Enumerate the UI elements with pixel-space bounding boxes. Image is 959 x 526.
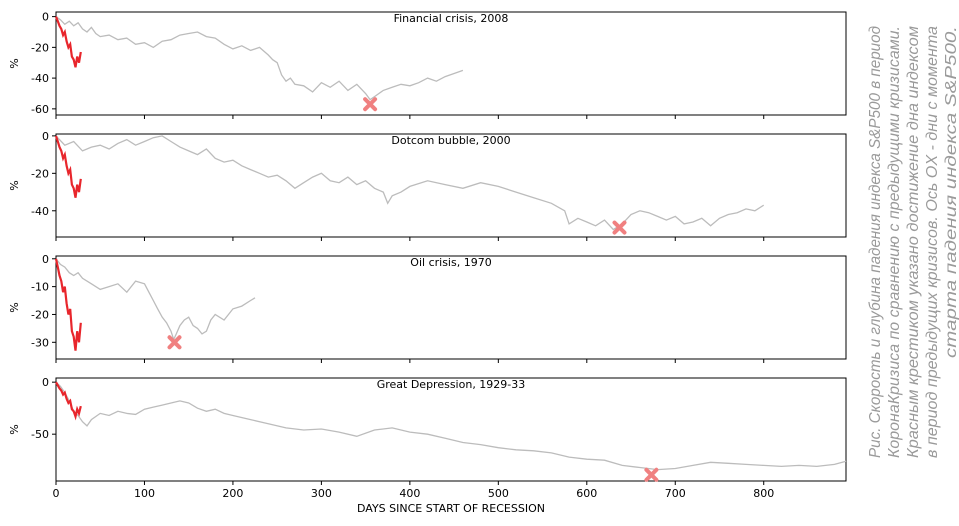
- x-tick-label: 600: [576, 487, 597, 500]
- bottom-marker: [363, 97, 378, 112]
- y-tick-label: -50: [31, 428, 49, 441]
- y-tick-label: -20: [31, 167, 49, 180]
- y-tick-label: -10: [31, 281, 49, 294]
- past-crisis-line: [55, 381, 847, 471]
- panel: 0 -20 -40 -60% Financial crisis, 2008: [8, 11, 847, 119]
- x-tick-label: 800: [753, 487, 774, 500]
- bottom-marker-stroke: [644, 467, 659, 482]
- bottom-marker: [644, 467, 659, 482]
- y-tick-label: -20: [31, 308, 49, 321]
- panel-frame: [55, 255, 847, 360]
- current-crisis-line: [54, 258, 82, 351]
- current-crisis-line: [54, 16, 82, 68]
- panel: 0 -50% Great Depression, 1929-33: [8, 376, 847, 485]
- bottom-marker-stroke: [612, 220, 627, 235]
- x-tick-label: 100: [134, 487, 155, 500]
- y-tick-label: -40: [31, 72, 49, 85]
- x-tick-label: 500: [488, 487, 509, 500]
- current-crisis-line: [55, 381, 82, 421]
- y-tick-label: 0: [42, 130, 49, 143]
- panel-title: Oil crisis, 1970: [410, 256, 491, 269]
- past-crisis-line: [55, 258, 256, 342]
- y-tick-label: 0: [42, 376, 49, 389]
- bottom-marker-stroke: [363, 97, 378, 112]
- panel-frame: [55, 11, 847, 116]
- panel: 0 -10 -20 -30% Oil crisis, 1970: [8, 253, 847, 363]
- y-axis-label: %: [8, 180, 21, 190]
- panel-title: Great Depression, 1929-33: [377, 378, 526, 391]
- panel: 0 -20 -40% Dotcom bubble, 2000: [8, 130, 847, 241]
- past-crisis-line: [55, 135, 765, 231]
- x-tick-label: 300: [311, 487, 332, 500]
- panel-title: Dotcom bubble, 2000: [391, 134, 510, 147]
- past-crisis-line: [55, 16, 464, 101]
- y-tick-label: 0: [42, 11, 49, 24]
- x-tick-label: 0: [53, 487, 60, 500]
- x-tick-label: 400: [399, 487, 420, 500]
- x-axis-label: DAYS SINCE START OF RECESSION: [357, 502, 545, 515]
- y-tick-label: -60: [31, 103, 49, 116]
- bottom-marker-stroke: [167, 335, 182, 350]
- caption-line: в период предыдущих кризисов. Ось OX - д…: [924, 26, 941, 458]
- panel-title: Financial crisis, 2008: [394, 12, 509, 25]
- y-tick-label: -20: [31, 41, 49, 54]
- y-axis-label: %: [8, 302, 21, 312]
- y-tick-label: -40: [31, 205, 49, 218]
- y-tick-label: 0: [42, 253, 49, 266]
- bottom-marker: [167, 335, 182, 350]
- x-tick-label: 200: [222, 487, 243, 500]
- caption-line: КоронаКризиса по сравнению с предыдущими…: [886, 26, 903, 458]
- y-axis-label: %: [8, 58, 21, 68]
- panels-layer: 0 -20 -40 -60% Financial crisis, 2008 0 -20 -40…: [8, 11, 847, 500]
- panel-frame: [55, 377, 847, 482]
- caption-line: старта падения индекса S&P500.: [943, 26, 959, 358]
- caption-line: Рис. Скорость и глубина падения индекса …: [867, 26, 884, 458]
- bottom-marker: [612, 220, 627, 235]
- y-axis-label: %: [8, 424, 21, 434]
- x-tick-label: 700: [665, 487, 686, 500]
- caption-line: Красным крестиком указано достижение дна…: [905, 26, 922, 458]
- y-tick-label: -30: [31, 336, 49, 349]
- current-crisis-line: [54, 135, 82, 198]
- figure-caption: Рис. Скорость и глубина падения индекса …: [867, 26, 959, 458]
